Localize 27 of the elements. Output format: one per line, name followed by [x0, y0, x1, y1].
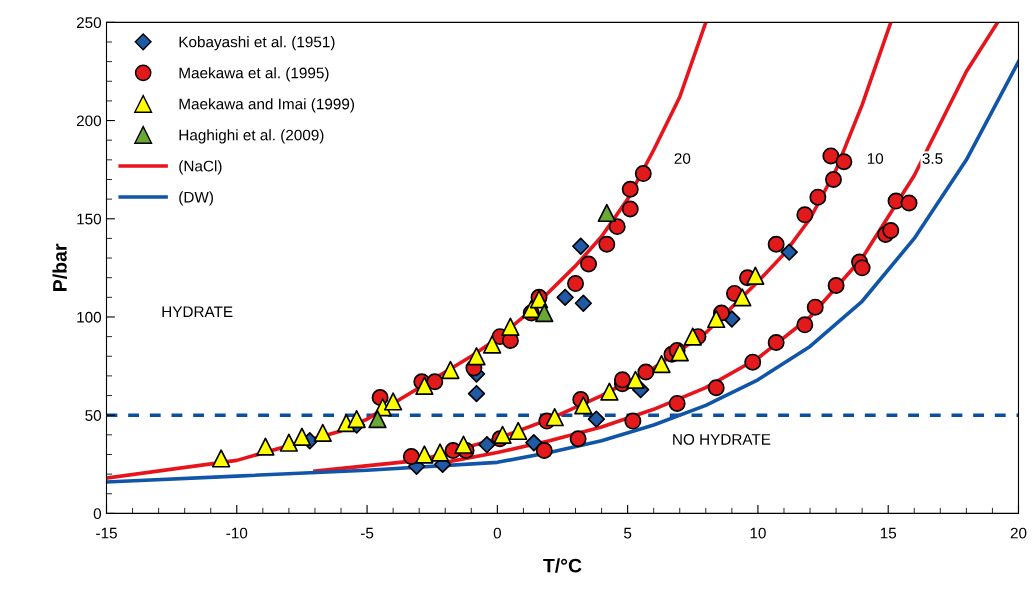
legend-label: Kobayashi et al. (1951): [179, 36, 335, 51]
legend-label: (DW): [179, 191, 213, 206]
annotation: NO HYDRATE: [673, 433, 771, 445]
x-tick-label: 15: [880, 527, 897, 539]
x-tick-label: 0: [493, 527, 502, 539]
y-tick-label: 150: [77, 213, 102, 225]
annotation: 10: [867, 153, 884, 164]
x-tick-label: -15: [96, 527, 117, 539]
legend-label: Haghighi et al. (2009): [179, 129, 324, 144]
y-tick-label: 200: [76, 115, 102, 127]
legend-label: Maekawa et al. (1995): [179, 67, 329, 82]
x-tick-label: -10: [226, 527, 248, 539]
x-axis-title: T/°C: [543, 558, 582, 573]
y-tick-label: 100: [77, 311, 102, 323]
x-tick-label: 20: [1010, 527, 1027, 539]
y-tick-label: 250: [76, 17, 102, 29]
legend-label: Maekawa and Imai (1999): [179, 98, 354, 113]
x-tick-label: 5: [624, 527, 632, 539]
x-tick-label: 10: [750, 527, 766, 539]
annotation: 20: [674, 153, 691, 164]
legend-label: (NaCl): [179, 160, 222, 175]
annotation: 3.5: [922, 153, 943, 164]
y-tick-label: 0: [93, 508, 102, 520]
y-axis-title: P/bar: [52, 243, 67, 291]
x-tick-label: -5: [360, 527, 374, 539]
annotation: HYDRATE: [162, 306, 233, 317]
y-tick-label: 50: [85, 410, 102, 421]
